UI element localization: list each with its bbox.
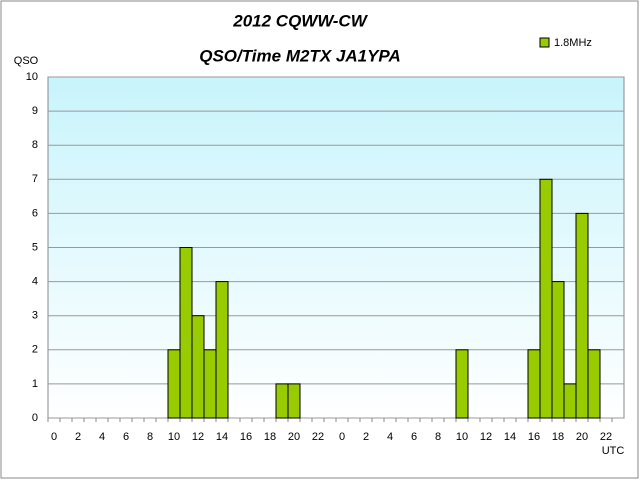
x-tick-label: 8 <box>435 431 441 443</box>
chart-title: 2012 CQWW-CW <box>232 11 368 30</box>
y-tick-label: 0 <box>32 412 38 424</box>
x-tick-label: 6 <box>411 431 417 443</box>
y-tick-label: 3 <box>32 310 38 322</box>
bar <box>215 281 229 419</box>
x-tick-label: 4 <box>99 431 105 443</box>
x-tick-label: 22 <box>600 431 612 443</box>
x-tick-label: 16 <box>528 431 540 443</box>
y-tick-label: 2 <box>32 344 38 356</box>
chart-subtitle: QSO/Time M2TX JA1YPA <box>199 46 401 65</box>
legend-label: 1.8MHz <box>554 37 592 49</box>
y-tick-label: 1 <box>32 378 38 390</box>
x-tick-label: 14 <box>216 431 228 443</box>
x-tick-label: 12 <box>480 431 492 443</box>
bar <box>455 349 469 419</box>
x-tick-label: 6 <box>123 431 129 443</box>
x-tick-label: 0 <box>339 431 345 443</box>
bar <box>563 383 577 419</box>
y-tick-label: 5 <box>32 241 38 253</box>
x-tick-label: 8 <box>147 431 153 443</box>
legend-swatch <box>539 37 550 48</box>
x-tick-label: 10 <box>456 431 468 443</box>
x-tick-label: 2 <box>363 431 369 443</box>
y-tick-label: 10 <box>26 71 38 83</box>
bar <box>551 281 565 419</box>
x-tick-label: 0 <box>51 431 57 443</box>
bar <box>575 212 589 419</box>
x-tick-label: 18 <box>264 431 276 443</box>
bar <box>275 383 289 419</box>
y-tick-label: 4 <box>32 276 38 288</box>
y-tick-label: 7 <box>32 173 38 185</box>
bar <box>287 383 301 419</box>
x-axis-label: UTC <box>602 445 625 457</box>
x-tick-label: 16 <box>240 431 252 443</box>
bar <box>527 349 541 419</box>
y-tick-label: 9 <box>32 105 38 117</box>
x-tick-label: 20 <box>288 431 300 443</box>
bar <box>179 247 193 419</box>
x-tick-label: 20 <box>576 431 588 443</box>
y-axis-label: QSO <box>14 55 39 67</box>
x-tick-label: 18 <box>552 431 564 443</box>
y-tick-label: 8 <box>32 139 38 151</box>
x-tick-label: 12 <box>192 431 204 443</box>
bar <box>191 315 205 419</box>
bar <box>587 349 601 419</box>
y-tick-label: 6 <box>32 207 38 219</box>
bar <box>539 178 553 419</box>
x-tick-label: 22 <box>312 431 324 443</box>
bar <box>167 349 181 419</box>
x-tick-label: 10 <box>168 431 180 443</box>
bar <box>203 349 217 419</box>
x-tick-label: 2 <box>75 431 81 443</box>
x-tick-label: 14 <box>504 431 516 443</box>
x-tick-label: 4 <box>387 431 393 443</box>
